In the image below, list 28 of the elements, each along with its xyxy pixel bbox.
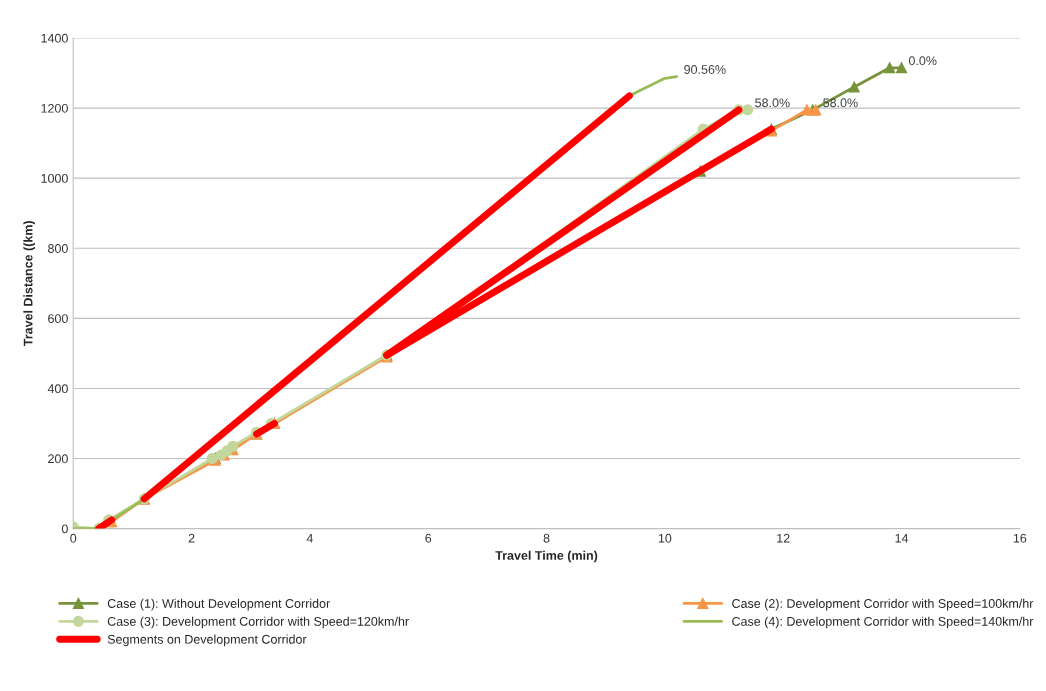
y-tick-label: 200 (48, 454, 68, 464)
annotation: 58.0% (755, 98, 790, 108)
annotation: 0.0% (908, 56, 937, 66)
y-tick-label: 1000 (41, 173, 68, 183)
y-tick-label: 1400 (41, 33, 68, 43)
legend-label: Case (2): Development Corridor with Speed=100km/hr (732, 598, 1034, 611)
annotation: 90.56% (684, 65, 726, 74)
x-tick-label: 4 (306, 533, 313, 543)
legend-label: Case (1): Without Development Corridor (107, 598, 330, 611)
x-tick-label: 2 (188, 533, 195, 543)
x-tick-label: 10 (658, 533, 672, 543)
annotation: 58.0% (823, 98, 858, 108)
y-tick-label: 800 (48, 244, 68, 253)
legend-label: Case (3): Development Corridor with Speed=120km/hr (107, 616, 409, 629)
y-tick-label: 600 (48, 314, 68, 324)
x-tick-label: 14 (895, 533, 909, 543)
legend-label: Case (4): Development Corridor with Speed=140km/hr (732, 616, 1034, 629)
x-axis-title: Travel Time (min) (495, 550, 598, 563)
x-tick-label: 12 (777, 533, 790, 543)
x-tick-label: 0 (70, 533, 77, 543)
x-tick-label: 8 (543, 533, 550, 543)
y-tick-label: 0 (61, 524, 68, 534)
y-tick-label: 1200 (41, 103, 68, 113)
x-tick-label: 16 (1013, 533, 1027, 543)
legend-label: Segments on Development Corridor (107, 634, 307, 647)
x-tick-label: 6 (425, 533, 432, 543)
y-tick-label: 400 (47, 384, 68, 394)
y-axis-title: Travel Distance ((km) (23, 221, 35, 347)
